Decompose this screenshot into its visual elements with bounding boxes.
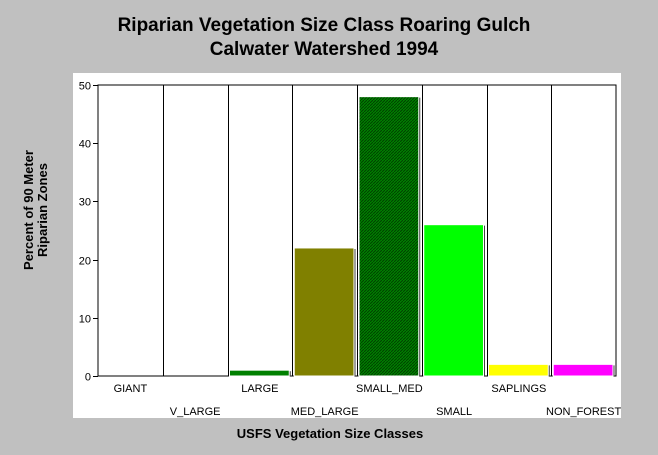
bar-chart: 0 10 20 30 40 50 GIANT V_LARGE LARGE MED_LARGE SMA… [79, 81, 621, 419]
y-tick-label: 0 [85, 372, 91, 384]
x-axis-label: USFS Vegetation Size Classes [236, 426, 424, 441]
x-tick-label-small: SMALL [436, 406, 472, 418]
y-axis-label-line1: Percent of 90 Meter [21, 150, 36, 270]
chart-title-line2: Calwater Watershed 1994 [209, 39, 439, 60]
y-tick-label: 30 [79, 197, 91, 209]
y-tick-label: 50 [79, 81, 91, 93]
y-tick-label: 10 [79, 314, 91, 326]
chart-title-line1: Riparian Vegetation Size Class Roaring G… [117, 15, 531, 36]
x-tick-label-med_large: MED_LARGE [291, 406, 359, 418]
x-tick-label-large: LARGE [241, 383, 278, 395]
bar-med_large [293, 247, 355, 377]
x-tick-label-v_large: V_LARGE [170, 406, 221, 418]
x-tick-label-giant: GIANT [114, 383, 148, 395]
y-tick-label: 20 [79, 256, 91, 268]
bar-non_forest [552, 363, 614, 377]
bar-large [229, 369, 290, 377]
plot-panel: 0 10 20 30 40 50 GIANT V_LARGE LARGE MED_LARGE SMA… [73, 73, 621, 418]
x-tick-label-saplings: SAPLINGS [491, 383, 546, 395]
y-tick-label: 40 [79, 139, 91, 151]
x-tick-label-non_forest: NON_FOREST [546, 406, 621, 418]
x-tick-label-small_med: SMALL_MED [356, 383, 423, 395]
bar-small_med [358, 96, 420, 377]
bar-saplings [488, 363, 549, 377]
bar-small [423, 224, 484, 377]
y-axis-label-line2: Riparian Zones [35, 163, 50, 257]
y-axis-label: Percent of 90 Meter Riparian Zones [8, 120, 64, 300]
